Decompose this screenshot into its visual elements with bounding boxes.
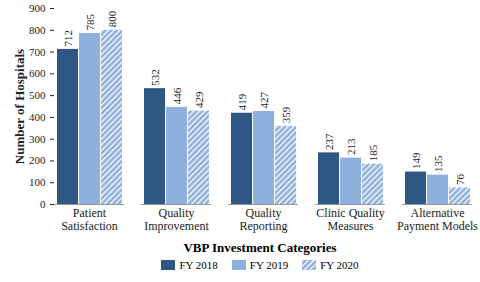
svg-text:AlternativePayment Models: AlternativePayment Models <box>397 206 478 233</box>
svg-text:300: 300 <box>29 133 46 145</box>
html-text:VBP Investment Categories: VBP Investment Categories <box>183 240 337 255</box>
svg-text:185: 185 <box>367 144 379 161</box>
svg-text:100: 100 <box>29 176 46 188</box>
svg-text:427: 427 <box>258 92 270 109</box>
svg-text:Number of Hospitals: Number of Hospitals <box>12 49 27 164</box>
svg-text:0: 0 <box>40 198 46 210</box>
svg-text:200: 200 <box>29 154 46 166</box>
svg-text:QualityImprovement: QualityImprovement <box>144 206 209 233</box>
svg-text:500: 500 <box>29 89 46 101</box>
svg-text:135: 135 <box>432 155 444 172</box>
svg-text:532: 532 <box>149 69 161 86</box>
svg-text:800: 800 <box>29 24 46 36</box>
svg-text:Clinic QualityMeasures: Clinic QualityMeasures <box>316 206 384 233</box>
svg-text:700: 700 <box>29 46 46 58</box>
html-text:FY 2019: FY 2019 <box>249 259 289 271</box>
svg-text:900: 900 <box>29 2 46 14</box>
svg-text:785: 785 <box>84 14 96 31</box>
svg-text:419: 419 <box>236 93 248 110</box>
svg-text:446: 446 <box>171 87 183 104</box>
svg-text:213: 213 <box>345 138 357 155</box>
svg-text:600: 600 <box>29 67 46 79</box>
svg-text:237: 237 <box>323 133 335 150</box>
svg-text:149: 149 <box>410 152 422 169</box>
svg-text:359: 359 <box>280 106 292 123</box>
svg-text:PatientSatisfaction: PatientSatisfaction <box>61 206 118 233</box>
svg-text:712: 712 <box>62 30 74 47</box>
svg-text:800: 800 <box>106 10 118 27</box>
svg-text:76: 76 <box>454 173 466 185</box>
html-text:FY 2020: FY 2020 <box>320 259 359 271</box>
svg-text:429: 429 <box>193 91 205 108</box>
svg-text:400: 400 <box>29 111 46 123</box>
svg-text:QualityReporting: QualityReporting <box>240 206 288 233</box>
html-text:FY 2018: FY 2018 <box>179 259 218 271</box>
